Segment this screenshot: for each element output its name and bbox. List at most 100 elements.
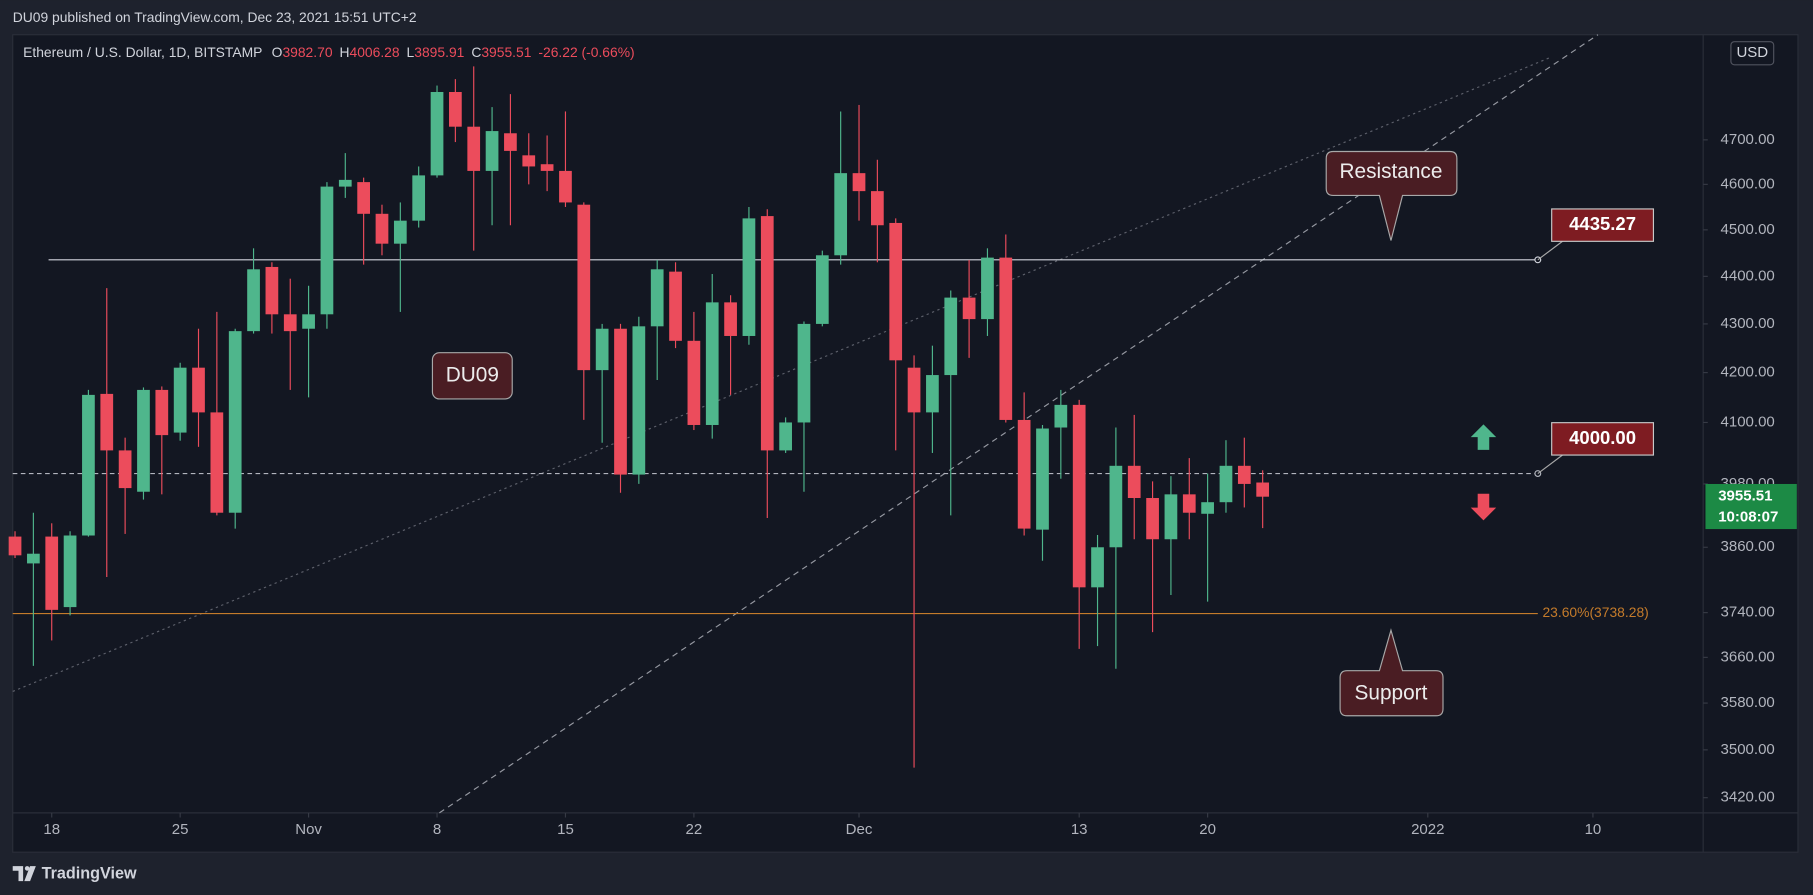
candle-body (27, 553, 40, 564)
candle-body (614, 328, 627, 475)
levels: 4435.27 4000.00 23.60%(3738.28) (12, 208, 1655, 620)
chart-pane (12, 34, 1799, 853)
x-tick-label: Nov (295, 821, 322, 838)
candle-body (118, 450, 132, 489)
candle-body (999, 257, 1013, 420)
candle-body (540, 164, 554, 171)
candle-body (705, 302, 719, 425)
author-callout: DU09 (431, 352, 513, 400)
symbol-legend: Ethereum / U.S. Dollar, 1D, BITSTAMP O398… (23, 44, 635, 60)
candle-body (650, 269, 664, 327)
brand-name: TradingView (42, 864, 137, 882)
candle-body (595, 328, 609, 371)
callout-text: Support (1355, 681, 1428, 704)
candle-body (1036, 428, 1049, 530)
candle-body (779, 422, 792, 451)
candle-body (449, 91, 462, 127)
candle-body (45, 536, 59, 610)
candle-body (210, 412, 224, 513)
y-tick-label: 4500.00 (1721, 221, 1775, 238)
candle-body (889, 222, 903, 361)
candle-body (815, 255, 829, 324)
candle-body (724, 302, 737, 336)
candle-body (797, 323, 811, 423)
ohlc-key: L (407, 44, 415, 60)
callout-box (1339, 628, 1444, 717)
x-tick-label: 2022 (1411, 821, 1444, 838)
candle-body (1017, 419, 1031, 529)
callout-text: Resistance (1340, 160, 1443, 183)
level-label-box (1551, 422, 1655, 456)
logo-mark (24, 866, 36, 882)
candle-body (1127, 465, 1141, 499)
y-tick-label: 3860.00 (1721, 538, 1775, 555)
ohlc-value: 3895.91 (414, 44, 464, 60)
candle-body (852, 173, 866, 192)
candle-body (1182, 494, 1196, 513)
x-tick-label: 8 (433, 821, 441, 838)
support-callout: Support (1339, 628, 1444, 717)
logo-mark (24, 866, 30, 871)
candle-body (760, 216, 774, 451)
candle-body (155, 389, 169, 436)
x-tick-label: 20 (1199, 821, 1216, 838)
y-tick-label: 3660.00 (1721, 648, 1775, 665)
x-tick-label: Dec (846, 821, 873, 838)
candle-body (559, 170, 572, 203)
candle-body (63, 535, 77, 608)
candle-body (1109, 465, 1123, 548)
level-label: 4000.00 (1569, 427, 1636, 448)
label-connector (1537, 238, 1566, 261)
candle-body (485, 131, 499, 171)
candle-body (357, 182, 370, 214)
ohlc-key: O (272, 44, 283, 60)
callout-text: DU09 (446, 363, 499, 386)
candle-body (522, 155, 536, 167)
candle-body (504, 133, 517, 151)
y-tick-label: 3580.00 (1721, 694, 1775, 711)
candle-body (265, 266, 279, 315)
candle-body (412, 175, 426, 221)
candle-body (577, 204, 591, 371)
level-label: 23.60%(3738.28) (1542, 604, 1648, 620)
y-tick-label: 4600.00 (1721, 175, 1775, 192)
candle-body (375, 213, 389, 244)
candle-body (1054, 404, 1068, 428)
resistance-callout: Resistance (1325, 150, 1458, 241)
candle-body (283, 314, 297, 332)
currency-badge (1730, 41, 1775, 66)
level-label-box (1551, 208, 1655, 242)
candle-body (669, 271, 682, 341)
candles (8, 66, 1270, 768)
candle-body (247, 269, 260, 332)
y-tick-label: 4100.00 (1721, 413, 1775, 430)
candle-body (944, 297, 958, 376)
candle-body (1072, 404, 1086, 588)
candle-body (1164, 494, 1178, 540)
candle-body (1256, 482, 1270, 497)
candle-body (981, 257, 994, 320)
candle-body (338, 179, 352, 187)
candle-body (8, 536, 22, 556)
last-price-badge (1705, 483, 1797, 530)
y-tick-label: 3500.00 (1721, 741, 1775, 758)
publisher-line: DU09 published on TradingView.com, Dec 2… (13, 9, 417, 25)
ohlc-key: H (339, 44, 349, 60)
ohlc-key: C (471, 44, 481, 60)
candle-body (82, 394, 95, 536)
x-tick-label: 18 (43, 821, 60, 838)
candle-body (1237, 465, 1251, 484)
label-connector (1537, 452, 1566, 475)
y-tick-label: 3420.00 (1721, 789, 1775, 806)
up-arrow (1470, 424, 1497, 450)
y-tick-label: 3740.00 (1721, 604, 1775, 621)
candle-body (632, 326, 646, 475)
candle-body (320, 186, 334, 315)
candle-body (1219, 465, 1233, 503)
candle-body (742, 218, 756, 336)
candle-body (302, 314, 315, 329)
candle-body (687, 340, 701, 425)
candle-body (926, 375, 939, 413)
